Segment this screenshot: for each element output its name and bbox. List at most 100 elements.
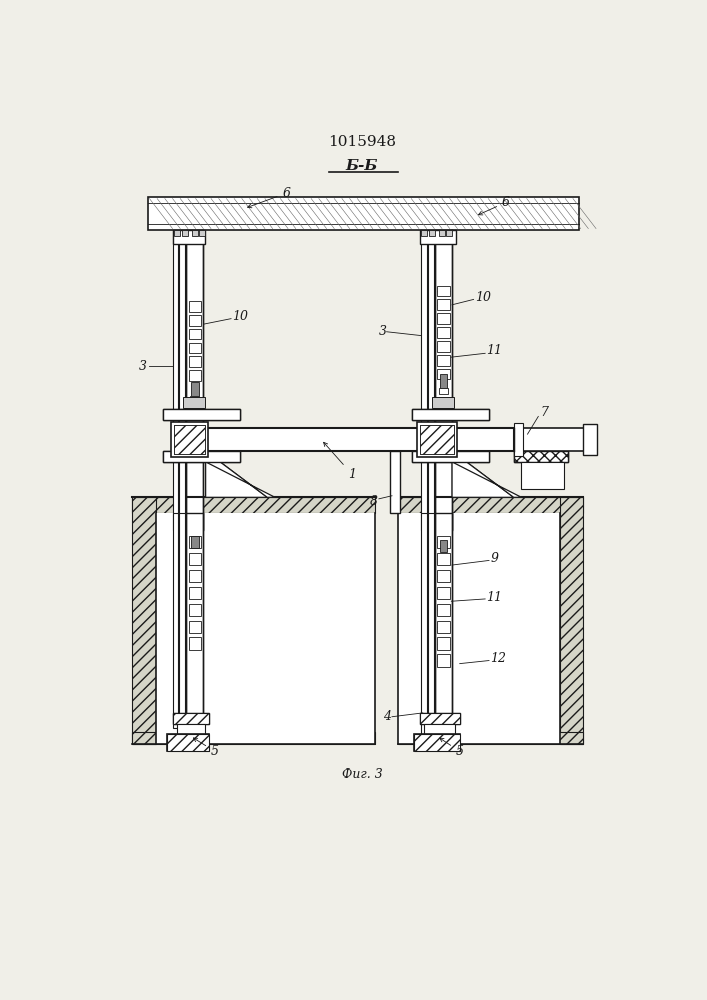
Bar	[438, 536, 450, 548]
Polygon shape	[398, 732, 583, 744]
Text: 12: 12	[490, 652, 506, 666]
Polygon shape	[412, 451, 489, 462]
Polygon shape	[132, 497, 156, 744]
Text: 5: 5	[194, 738, 219, 758]
Bar	[432, 397, 454, 408]
Bar	[439, 388, 448, 394]
Bar	[420, 230, 456, 244]
Text: 3: 3	[139, 360, 146, 373]
Polygon shape	[414, 734, 460, 751]
Bar	[412, 451, 489, 462]
Bar	[429, 230, 435, 236]
Bar	[421, 513, 426, 736]
Bar	[173, 713, 209, 724]
Bar	[175, 738, 206, 747]
Polygon shape	[421, 425, 455, 454]
Text: Фиг. 3: Фиг. 3	[341, 768, 382, 781]
Bar	[189, 315, 201, 326]
Bar	[173, 230, 178, 530]
Text: 6: 6	[479, 196, 510, 215]
Bar	[171, 422, 208, 457]
Text: 7: 7	[540, 406, 549, 419]
Bar	[192, 230, 198, 236]
Bar	[189, 570, 201, 582]
Bar	[189, 370, 201, 381]
Bar	[189, 536, 201, 548]
Polygon shape	[163, 409, 240, 420]
Bar	[189, 604, 201, 616]
Bar	[390, 451, 399, 513]
Text: 11: 11	[486, 344, 503, 358]
Polygon shape	[452, 451, 514, 497]
Text: 4: 4	[382, 710, 390, 723]
Bar	[173, 428, 514, 451]
Bar	[440, 374, 448, 388]
Bar	[435, 513, 452, 736]
Bar	[438, 604, 450, 616]
Bar	[514, 451, 568, 462]
Text: 10: 10	[233, 310, 248, 323]
Bar	[163, 451, 240, 462]
Bar	[189, 356, 201, 367]
Polygon shape	[132, 732, 375, 744]
Bar	[189, 637, 201, 650]
Bar	[180, 513, 185, 728]
Bar	[414, 734, 460, 751]
Bar	[199, 230, 205, 236]
Bar	[174, 230, 180, 236]
Polygon shape	[514, 451, 568, 462]
Bar	[438, 654, 450, 667]
Bar	[189, 301, 201, 312]
Bar	[183, 397, 205, 408]
Text: 1: 1	[324, 442, 356, 481]
Bar	[173, 230, 205, 244]
Polygon shape	[560, 497, 583, 744]
Bar	[438, 620, 450, 633]
Bar	[412, 409, 489, 420]
Bar	[435, 230, 452, 530]
Bar	[182, 230, 188, 236]
Bar	[438, 553, 450, 565]
Text: 11: 11	[486, 591, 503, 604]
Bar	[521, 462, 563, 489]
Bar	[421, 425, 455, 454]
Bar	[173, 513, 178, 728]
Polygon shape	[206, 451, 267, 497]
Bar	[438, 570, 450, 582]
Polygon shape	[398, 497, 583, 513]
Bar	[421, 230, 426, 530]
Bar	[438, 587, 450, 599]
Bar	[438, 327, 450, 338]
Polygon shape	[163, 451, 240, 462]
Bar	[438, 637, 450, 650]
Polygon shape	[167, 734, 209, 751]
Bar	[583, 424, 597, 455]
Bar	[514, 428, 590, 451]
Text: 6: 6	[247, 187, 291, 208]
Bar	[514, 423, 523, 456]
Polygon shape	[132, 497, 375, 513]
Bar	[177, 724, 205, 738]
Text: 3: 3	[379, 325, 387, 338]
Bar	[180, 230, 185, 530]
Polygon shape	[412, 409, 489, 420]
Bar	[438, 313, 450, 324]
Text: 8: 8	[370, 495, 378, 508]
Bar	[174, 425, 205, 454]
Polygon shape	[420, 713, 460, 724]
Bar	[167, 734, 209, 751]
Text: 1015948: 1015948	[328, 135, 396, 149]
Bar	[191, 382, 199, 396]
Bar	[438, 369, 450, 379]
Polygon shape	[206, 451, 275, 497]
Bar	[428, 513, 433, 736]
Bar	[189, 587, 201, 599]
Bar	[148, 197, 579, 230]
Polygon shape	[173, 713, 209, 724]
Bar	[439, 230, 445, 236]
Bar	[417, 422, 457, 457]
Bar	[163, 409, 240, 420]
Bar	[421, 738, 457, 747]
Bar	[428, 230, 433, 530]
Bar	[424, 724, 455, 738]
